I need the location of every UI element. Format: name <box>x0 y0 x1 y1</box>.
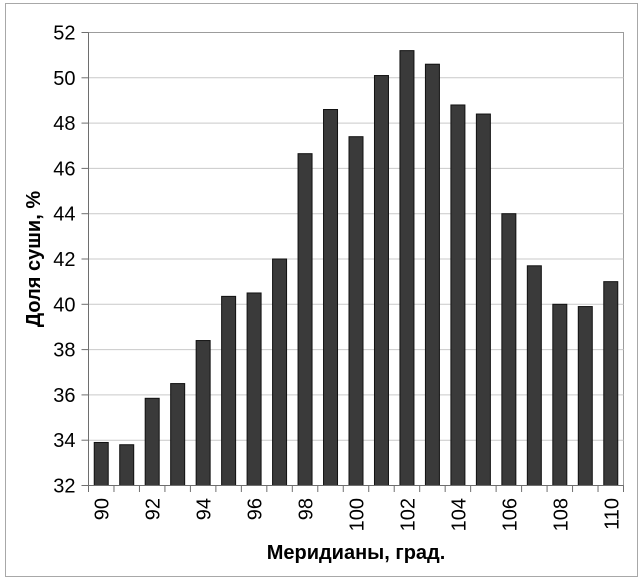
x-tick-label: 96 <box>245 498 267 520</box>
x-tick-label: 98 <box>296 498 318 520</box>
bar <box>323 109 339 486</box>
y-tick-label: 36 <box>53 385 75 407</box>
y-tick-label: 32 <box>53 476 75 498</box>
x-tick-label: 108 <box>550 498 572 531</box>
x-axis-title: Меридианы, град. <box>267 542 446 564</box>
bar <box>348 136 364 486</box>
x-tick-label: 102 <box>397 498 419 531</box>
y-tick-label: 34 <box>53 430 75 452</box>
y-tick-label: 50 <box>53 68 75 90</box>
y-tick-label: 44 <box>53 204 75 226</box>
bar <box>501 213 517 486</box>
x-tick-label: 100 <box>347 498 369 531</box>
y-axis-title: Доля суши, % <box>23 191 45 327</box>
bar <box>450 104 466 486</box>
y-tick-label: 48 <box>53 113 75 135</box>
plot-layer: 32 34 36 38 40 42 44 46 48 50 52 90 92 94 96 98 100 102 10… <box>53 23 624 531</box>
y-tick-label: 40 <box>53 294 75 316</box>
bar <box>297 153 313 487</box>
bar <box>119 444 135 487</box>
bar <box>373 75 389 486</box>
y-tick-label: 38 <box>53 340 75 362</box>
bar <box>221 295 237 486</box>
bar <box>144 397 160 486</box>
bar <box>526 265 542 487</box>
y-tick-label: 52 <box>53 23 75 45</box>
bar <box>93 441 109 486</box>
y-tick-label: 46 <box>53 158 75 180</box>
y-tick-label: 42 <box>53 249 75 271</box>
bar <box>195 340 211 487</box>
bar <box>475 113 491 486</box>
x-tick-label: 106 <box>499 498 521 531</box>
bar <box>603 281 619 486</box>
bar <box>246 292 262 486</box>
figure-border <box>5 3 638 577</box>
x-tick-label: 94 <box>194 498 216 520</box>
bar <box>424 63 440 487</box>
x-tick-label: 92 <box>143 498 165 520</box>
x-tick-label: 110 <box>601 498 623 530</box>
x-tick-label: 90 <box>92 498 114 520</box>
bar <box>272 258 288 486</box>
bar <box>170 383 186 487</box>
bar <box>399 50 415 487</box>
bar <box>577 306 593 486</box>
bar <box>552 303 568 486</box>
x-tick-label: 104 <box>448 498 470 531</box>
